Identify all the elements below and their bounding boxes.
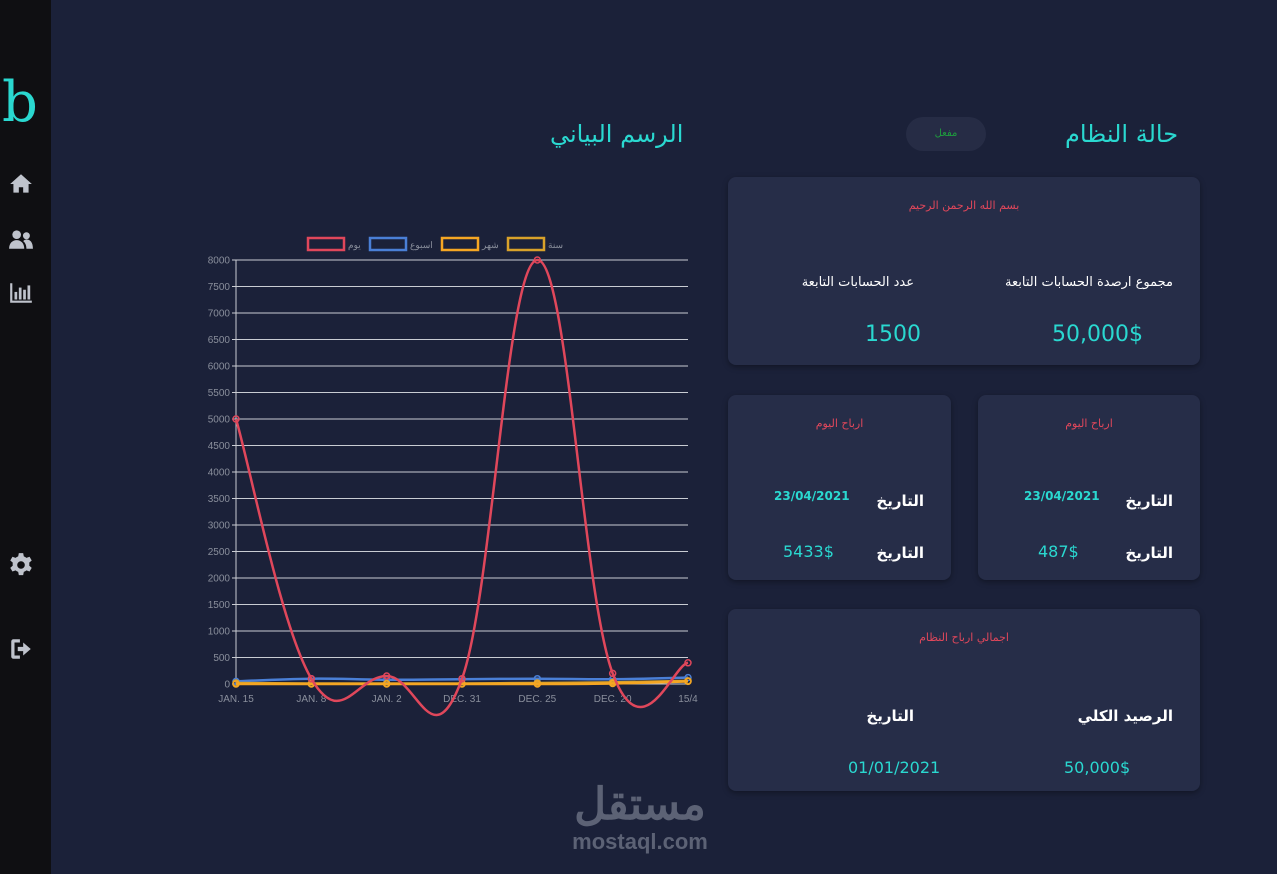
y-tick-label: 0 [224,680,230,691]
y-tick-label: 7500 [208,282,231,293]
system-status-title: حالة النظام [1065,120,1179,148]
legend-label: اسبوع [410,240,433,251]
data-point [533,256,542,264]
legend-swatch [306,236,346,252]
x-tick-label: DEC. 20 [594,694,632,705]
y-tick-label: 500 [213,653,230,664]
accounts-count-label: عدد الحسابات التابعة [801,275,914,290]
total-balance-label: مجموع ارصدة الحسابات التابعة [1005,275,1173,290]
y-tick-label: 2500 [208,547,231,558]
x-tick-label: JAN. 2 [372,694,402,705]
data-point [608,669,617,678]
series-line [235,680,689,686]
total-balance-value: 50,000$ [1052,322,1143,347]
date-label: التاريخ [876,492,924,510]
y-tick-label: 1000 [208,627,231,638]
amount-value: 487$ [1038,542,1079,561]
data-point [684,673,692,682]
profit-card-header: ارباح اليوم [815,417,864,430]
watermark: مستقل mostaql.com [560,780,720,854]
home-icon[interactable] [8,171,34,197]
chart-bar-icon[interactable] [8,280,34,306]
gear-icon[interactable] [8,552,34,578]
legend-label: يوم [348,240,361,251]
chart-section-title: الرسم البياني [550,120,684,148]
total-card-header: اجمالي ارباح النظام [919,631,1009,644]
data-point [533,680,542,688]
profit-card-header: ارباح اليوم [1065,417,1113,430]
summary-card-header: بسم الله الرحمن الرحيم [908,199,1020,212]
watermark-latin: mostaql.com [572,829,708,854]
y-tick-label: 3500 [208,494,231,505]
total-balance-value: 50,000$ [1064,758,1131,777]
data-point [458,674,466,683]
date-value: 23/04/2021 [774,489,850,503]
logout-icon[interactable] [8,636,34,662]
date-label: التاريخ [1125,492,1173,510]
legend-label: سنة [548,240,563,250]
amount-label: التاريخ [876,544,924,562]
y-tick-label: 4000 [208,468,231,479]
y-tick-label: 6000 [208,362,231,373]
amount-label: التاريخ [1125,544,1173,562]
data-point [307,674,316,683]
total-balance-label: الرصيد الكلي [1077,707,1173,725]
series-line [234,258,689,717]
y-tick-label: 3000 [208,521,231,532]
data-point [382,672,391,680]
data-point [684,677,692,686]
summary-card: بسم الله الرحمن الرحيم مجموع ارصدة الحسا… [728,177,1200,365]
profit-card-today-right: ارباح اليوم التاريخ 23/04/2021 التاريخ 4… [978,395,1200,580]
date-label: التاريخ [866,707,914,725]
sidebar: b [0,0,51,874]
watermark-arabic: مستقل [574,780,706,829]
x-tick-label: 15/4 [678,694,698,705]
y-tick-label: 8000 [208,256,231,267]
y-tick-label: 5000 [208,415,231,426]
data-point [232,680,240,688]
y-tick-label: 4500 [208,441,231,452]
total-profits-card: اجمالي ارباح النظام الرصيد الكلي 50,000$… [728,609,1200,791]
x-tick-label: DEC. 31 [443,694,481,705]
line-chart: 0 500 1000 1500 2000 2500 3000 3500 4000 4500 5000… [208,236,698,717]
data-point [232,415,240,423]
x-tick-label: JAN. 8 [296,694,326,705]
date-value: 23/04/2021 [1024,489,1100,503]
legend-swatch [440,236,480,252]
y-tick-label: 6500 [208,335,231,346]
accounts-count-value: 1500 [865,322,921,347]
x-tick-label: DEC. 25 [518,694,556,705]
date-value: 01/01/2021 [848,758,941,777]
amount-value: 5433$ [783,542,834,561]
brand-logo[interactable]: b [2,70,38,135]
y-tick-label: 7000 [208,309,231,320]
data-point [382,680,391,688]
legend-label: شهر [481,240,499,251]
y-tick-label: 2000 [208,574,231,585]
data-point [684,659,692,667]
y-tick-label: 1500 [208,600,231,611]
users-icon[interactable] [8,226,34,252]
status-badge[interactable]: مفعل [906,117,986,151]
legend-swatch [368,236,408,252]
legend-swatch [506,236,546,252]
y-tick-label: 5500 [208,388,231,399]
profit-card-today-left: ارباح اليوم التاريخ 23/04/2021 التاريخ 5… [728,395,951,580]
x-tick-label: JAN. 15 [218,694,254,705]
